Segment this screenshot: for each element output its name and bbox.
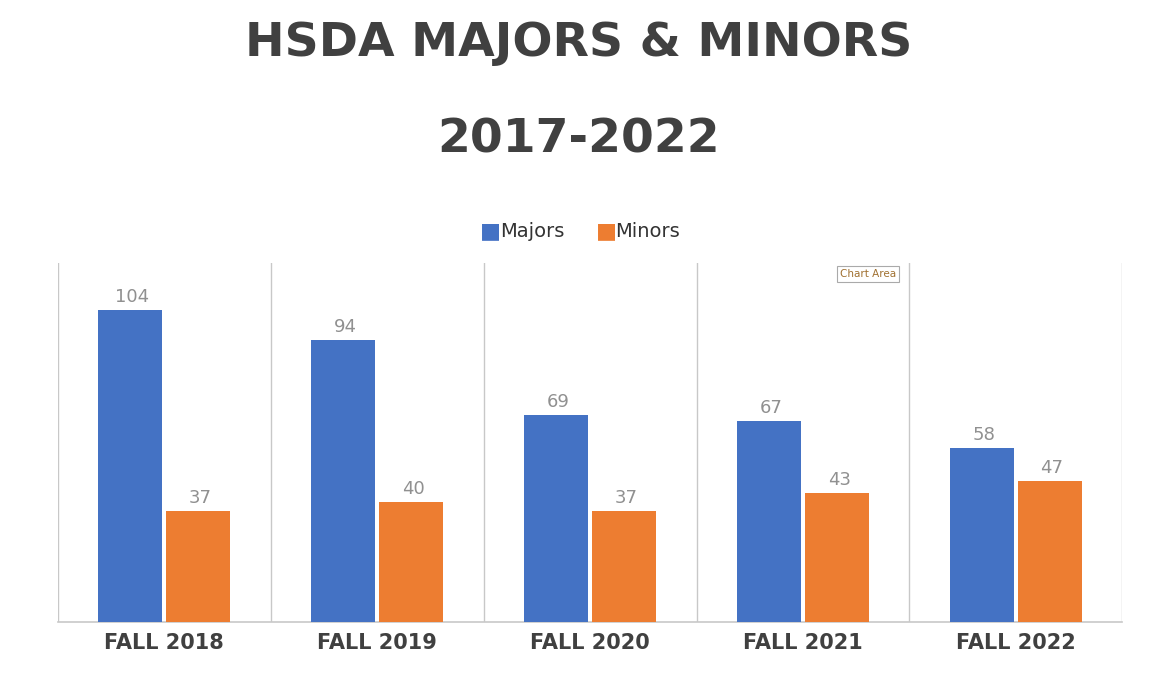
Text: 43: 43 — [827, 471, 850, 489]
Bar — [98, 310, 162, 622]
Text: 37: 37 — [189, 489, 212, 507]
Bar — [167, 511, 230, 622]
Text: HSDA MAJORS & MINORS: HSDA MAJORS & MINORS — [245, 21, 912, 66]
Text: 2017-2022: 2017-2022 — [437, 117, 720, 162]
Text: ■: ■ — [596, 222, 617, 241]
Text: 37: 37 — [614, 489, 638, 507]
Bar — [805, 493, 869, 622]
Bar — [737, 422, 801, 622]
Bar — [592, 511, 656, 622]
Bar — [311, 341, 375, 622]
Text: 104: 104 — [116, 288, 149, 306]
Text: Minors: Minors — [616, 222, 680, 241]
Text: 67: 67 — [760, 399, 782, 417]
Bar — [1018, 481, 1082, 622]
Text: 40: 40 — [401, 480, 425, 498]
Bar — [379, 502, 443, 622]
Text: 94: 94 — [333, 318, 356, 336]
Text: 58: 58 — [973, 426, 995, 444]
Bar — [524, 415, 588, 622]
Text: Chart Area: Chart Area — [840, 269, 897, 279]
Text: 47: 47 — [1040, 459, 1063, 477]
Text: 69: 69 — [547, 392, 569, 410]
Text: ■: ■ — [480, 222, 501, 241]
Bar — [950, 448, 1014, 622]
Text: Majors: Majors — [500, 222, 565, 241]
